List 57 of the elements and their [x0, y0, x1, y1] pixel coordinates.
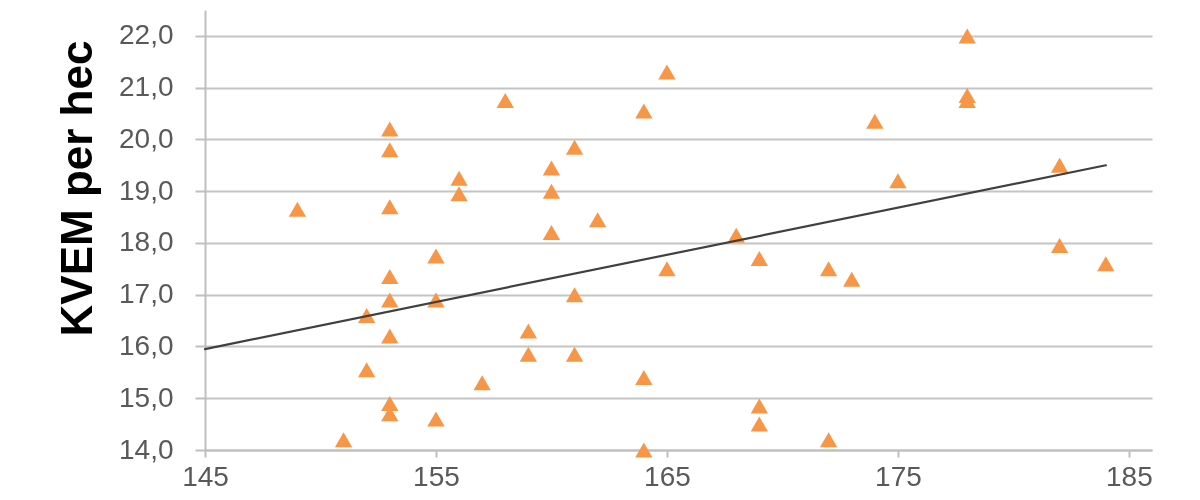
point	[958, 28, 976, 44]
point	[542, 225, 561, 241]
x-tick-label: 145	[182, 460, 229, 492]
point	[381, 292, 399, 308]
point	[450, 186, 468, 202]
point	[1050, 238, 1069, 254]
point	[819, 432, 838, 448]
y-tick-label: 22,0	[119, 19, 174, 51]
point	[565, 287, 584, 303]
point	[519, 346, 538, 362]
point	[635, 370, 653, 386]
point	[658, 261, 676, 277]
point	[565, 139, 584, 155]
point	[381, 142, 399, 158]
x-tick-label: 175	[875, 460, 922, 492]
point	[889, 173, 907, 189]
point	[381, 121, 399, 137]
x-tick-label: 155	[413, 460, 460, 492]
point	[1097, 256, 1115, 272]
point	[635, 442, 653, 458]
x-tick-label: 165	[644, 460, 691, 492]
point	[427, 248, 445, 264]
point	[427, 411, 445, 427]
y-tick-label: 15,0	[119, 381, 174, 413]
point	[750, 416, 768, 432]
point	[519, 323, 538, 339]
point	[589, 212, 607, 228]
point	[381, 328, 399, 344]
point	[358, 362, 376, 378]
y-tick-label: 17,0	[119, 278, 174, 310]
point	[381, 269, 399, 285]
y-tick-label: 18,0	[119, 226, 174, 258]
y-tick-label: 14,0	[119, 433, 174, 465]
point	[565, 346, 584, 362]
x-tick-label: 185	[1106, 460, 1153, 492]
point	[542, 160, 561, 176]
point	[866, 113, 884, 129]
point	[381, 199, 399, 215]
point	[496, 93, 514, 109]
point	[473, 375, 491, 391]
point	[334, 432, 353, 448]
point	[1050, 157, 1069, 173]
point	[750, 398, 768, 414]
point	[843, 271, 861, 287]
point	[542, 183, 561, 199]
point	[450, 170, 468, 186]
y-tick-label: 19,0	[119, 174, 174, 206]
point	[635, 103, 653, 119]
y-tick-label: 21,0	[119, 71, 174, 103]
y-axis-title: KVEM per hec	[52, 40, 101, 337]
y-tick-label: 16,0	[119, 329, 174, 361]
point	[819, 261, 838, 277]
point	[658, 64, 676, 80]
point	[750, 250, 768, 266]
point	[288, 201, 307, 217]
y-tick-label: 20,0	[119, 122, 174, 154]
point	[381, 395, 399, 411]
